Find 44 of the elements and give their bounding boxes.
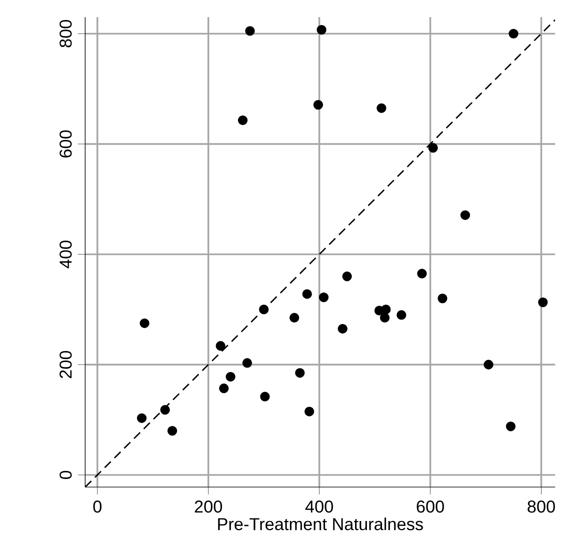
point	[316, 25, 326, 35]
point	[259, 304, 269, 314]
point	[508, 29, 518, 39]
point	[428, 143, 438, 153]
point	[242, 358, 252, 368]
point	[245, 26, 255, 36]
point	[160, 405, 170, 415]
point	[219, 384, 229, 394]
y-tick-label: 600	[60, 130, 72, 158]
point	[226, 372, 236, 382]
x-tick-label: 800	[528, 500, 555, 513]
y-tick-label: 400	[60, 240, 72, 268]
point	[460, 210, 470, 220]
point	[381, 304, 391, 314]
point	[140, 318, 150, 328]
point	[290, 313, 300, 323]
x-tick-label: 600	[416, 500, 444, 513]
point	[538, 298, 548, 308]
x-axis-title: Pre-Treatment Naturalness	[218, 518, 423, 530]
point	[342, 272, 352, 282]
point	[506, 422, 516, 432]
point	[438, 294, 448, 304]
point	[302, 289, 312, 300]
point	[295, 368, 305, 378]
point	[260, 392, 270, 402]
point	[417, 268, 427, 279]
y-tick-label: 200	[60, 351, 72, 378]
point	[338, 324, 348, 334]
point	[313, 100, 324, 110]
point	[216, 341, 226, 351]
x-tick-label: 200	[194, 500, 222, 513]
point	[318, 292, 329, 302]
point	[380, 313, 390, 323]
x-tick-label: 0	[93, 500, 102, 513]
point	[167, 426, 178, 436]
x-tick-label: 400	[305, 500, 333, 513]
point	[484, 360, 494, 370]
point	[396, 310, 406, 320]
point	[376, 104, 386, 114]
y-tick-label: 0	[60, 471, 72, 480]
point	[304, 406, 314, 417]
y-tick-label: 800	[60, 20, 72, 48]
point	[136, 414, 147, 424]
point	[238, 116, 248, 126]
